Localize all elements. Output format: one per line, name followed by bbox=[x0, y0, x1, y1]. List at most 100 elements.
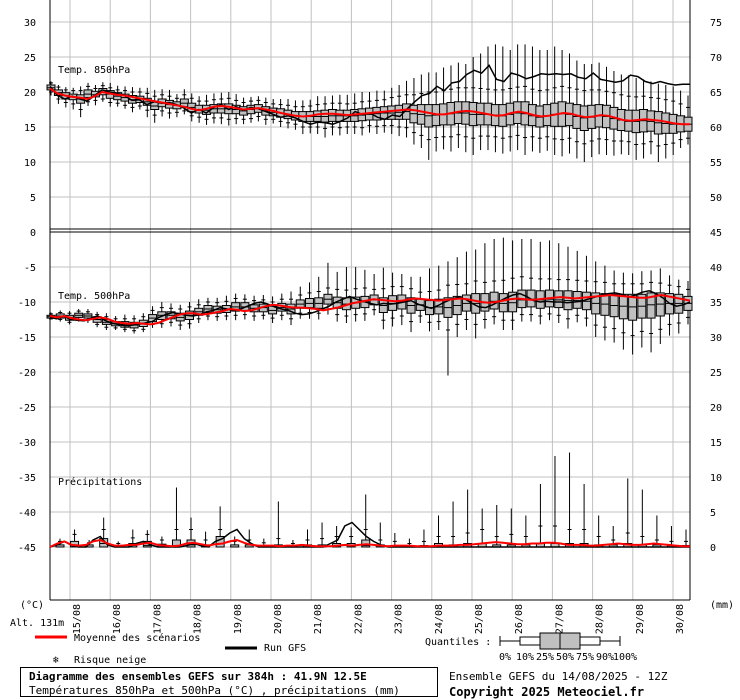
left-tick-label: -25 bbox=[18, 403, 36, 414]
t850-box bbox=[616, 74, 626, 155]
right-tick-label: 75 bbox=[710, 18, 722, 29]
quantile-label: 100% bbox=[613, 652, 637, 663]
x-date-label: 24/08 bbox=[434, 604, 445, 634]
precip-box bbox=[171, 487, 181, 548]
precip-box bbox=[594, 515, 604, 548]
t500-boxes bbox=[46, 237, 693, 376]
left-tick-label: -5 bbox=[24, 263, 36, 274]
t500-box bbox=[554, 243, 564, 323]
legend-gfs-label: Run GFS bbox=[264, 643, 306, 654]
left-tick-label: 0 bbox=[30, 228, 36, 239]
t850-box bbox=[668, 86, 678, 155]
t500-box bbox=[471, 249, 481, 339]
t500-box bbox=[489, 239, 499, 325]
precip-box bbox=[521, 515, 531, 548]
x-date-label: 19/08 bbox=[233, 604, 244, 634]
t500-box bbox=[175, 304, 185, 330]
precip-box bbox=[346, 527, 356, 548]
left-tick-label: -35 bbox=[18, 473, 36, 484]
t500-box bbox=[674, 279, 684, 334]
t500-box bbox=[369, 274, 379, 316]
x-date-label: 29/08 bbox=[635, 604, 646, 634]
t850-box bbox=[676, 90, 686, 148]
precip-box bbox=[681, 529, 691, 548]
precip-box bbox=[506, 508, 516, 548]
quantile-label: 0% bbox=[499, 652, 511, 663]
box-iqr bbox=[498, 293, 508, 313]
left-tick-label: -40 bbox=[18, 508, 36, 519]
box-iqr bbox=[554, 290, 564, 309]
t850-mean-line bbox=[49, 87, 690, 126]
t500-box bbox=[581, 255, 591, 327]
right-tick-label: 20 bbox=[710, 403, 722, 414]
t850-box bbox=[483, 46, 493, 151]
left-tick-label: 25 bbox=[24, 53, 36, 64]
t500-box bbox=[646, 270, 656, 353]
left-tick-label: -10 bbox=[18, 298, 36, 309]
quantile-label: 50% bbox=[556, 652, 574, 663]
precip-box bbox=[535, 484, 545, 548]
right-tick-label: 15 bbox=[710, 438, 722, 449]
t850-box bbox=[683, 95, 693, 145]
t500-box bbox=[286, 291, 296, 326]
t850-box bbox=[431, 72, 441, 152]
t500-box bbox=[314, 276, 324, 320]
t850-box bbox=[564, 53, 574, 154]
t850-box bbox=[579, 64, 589, 162]
run-info: Ensemble GEFS du 14/08/2025 - 12Z bbox=[449, 670, 668, 683]
precip-box bbox=[477, 508, 487, 548]
precip-box bbox=[637, 489, 647, 548]
t850-box bbox=[446, 65, 456, 152]
t500-box bbox=[295, 286, 305, 319]
t500-box bbox=[526, 239, 536, 322]
t500-box bbox=[360, 269, 370, 321]
right-tick-label: 5 bbox=[710, 508, 716, 519]
x-date-label: 26/08 bbox=[514, 604, 525, 634]
x-date-label: 20/08 bbox=[273, 604, 284, 634]
precip-box bbox=[666, 526, 676, 548]
left-tick-label: 20 bbox=[24, 88, 36, 99]
t500-box bbox=[628, 273, 638, 355]
right-unit-label: (mm) bbox=[710, 600, 734, 611]
x-date-label: 22/08 bbox=[353, 604, 364, 634]
x-date-label: 23/08 bbox=[394, 604, 405, 634]
precip-box bbox=[463, 489, 473, 548]
t850-box bbox=[439, 67, 449, 150]
t500-box bbox=[498, 237, 508, 330]
x-date-label: 27/08 bbox=[554, 604, 565, 634]
t500-box bbox=[351, 267, 361, 322]
panel-label-t850: Temp. 850hPa bbox=[58, 65, 130, 76]
t500-box bbox=[388, 272, 398, 327]
t500-box bbox=[508, 240, 518, 330]
t850-box bbox=[113, 85, 123, 107]
precip-box bbox=[652, 515, 662, 548]
right-tick-label: 65 bbox=[710, 88, 722, 99]
t500-box bbox=[406, 276, 416, 333]
right-tick-label: 50 bbox=[710, 193, 722, 204]
left-tick-label: 15 bbox=[24, 123, 36, 134]
precip-box bbox=[273, 501, 283, 548]
left-tick-label: -45 bbox=[18, 543, 36, 554]
t500-box bbox=[231, 293, 241, 321]
t850-box bbox=[216, 92, 226, 125]
chart-labels: 302520151050-5-10-15-20-25-30-35-40-4575… bbox=[10, 18, 734, 634]
left-tick-label: 5 bbox=[30, 193, 36, 204]
precip-gfs-line bbox=[49, 521, 690, 548]
precip-box bbox=[565, 452, 575, 548]
snow-icon: ❄ bbox=[53, 655, 60, 666]
t500-box bbox=[665, 275, 675, 336]
precip-box bbox=[317, 522, 327, 548]
t850-box bbox=[624, 75, 634, 155]
t850-box bbox=[498, 46, 508, 154]
t850-box bbox=[542, 50, 552, 151]
precip-boxes bbox=[55, 452, 691, 548]
t850-box bbox=[476, 53, 486, 151]
t850-box bbox=[527, 46, 537, 152]
t850-box bbox=[320, 96, 330, 138]
t850-box bbox=[609, 71, 619, 156]
t500-box bbox=[517, 239, 527, 322]
t500-box bbox=[637, 271, 647, 348]
x-date-label: 28/08 bbox=[595, 604, 606, 634]
legend-mean-label: Moyenne des scénarios bbox=[74, 632, 200, 644]
